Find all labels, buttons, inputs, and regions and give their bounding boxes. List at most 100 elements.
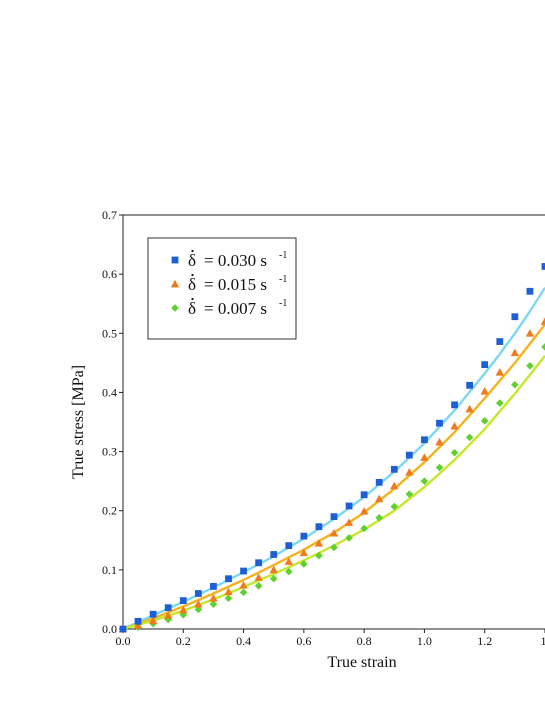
diamond-marker — [254, 582, 263, 590]
triangle-marker — [465, 404, 474, 413]
diamond-marker — [209, 600, 218, 608]
diamond-marker — [526, 362, 534, 370]
square-marker — [225, 575, 232, 583]
legend-square-marker — [171, 256, 179, 264]
triangle-marker — [209, 594, 218, 602]
diamond-marker — [450, 448, 459, 457]
square-marker — [285, 542, 293, 550]
square-marker — [134, 617, 142, 625]
triangle-marker — [239, 581, 248, 589]
square-marker — [179, 597, 187, 605]
diamond-marker — [224, 594, 233, 603]
triangle-marker — [420, 453, 429, 461]
diamond-marker — [345, 534, 353, 542]
square-marker — [300, 532, 308, 540]
square-marker — [421, 436, 428, 444]
triangle-marker — [525, 329, 535, 337]
legend-label: = 0.007 s — [204, 299, 267, 318]
square-marker — [270, 551, 278, 558]
diamond-marker — [239, 588, 248, 597]
diamond-marker — [390, 502, 399, 511]
triangle-marker — [224, 587, 233, 596]
fit-curve-0007 — [122, 355, 545, 631]
diamond-marker — [480, 417, 489, 425]
triangle-marker — [164, 611, 173, 619]
diamond-marker — [495, 399, 504, 407]
legend-dot-accent — [191, 249, 194, 253]
triangle-marker — [329, 528, 339, 537]
y-tick-label: 0.4 — [102, 385, 117, 399]
triangle-marker — [269, 565, 278, 574]
diamond-marker — [330, 543, 338, 552]
fit-curve-0015 — [122, 323, 545, 631]
data-markers — [118, 263, 545, 633]
legend-delta: δ — [188, 299, 196, 318]
y-tick-label: 0.3 — [102, 445, 117, 459]
square-marker — [119, 625, 127, 633]
square-marker — [466, 381, 474, 389]
legend-triangle-marker — [170, 279, 180, 288]
square-marker — [330, 513, 338, 521]
triangle-marker — [284, 557, 293, 565]
triangle-marker — [435, 437, 444, 446]
diamond-marker — [360, 524, 368, 533]
diamond-marker — [405, 490, 414, 498]
triangle-marker — [194, 599, 203, 608]
y-tick-label: 0.6 — [102, 267, 117, 281]
square-marker — [390, 465, 398, 473]
x-tick-label: 0.0 — [116, 634, 131, 648]
y-tick-label: 0.0 — [102, 622, 117, 636]
legend: δ = 0.030 s -1 δ = 0.015 s -1 δ = 0.007 s -1 — [147, 237, 297, 340]
legend-entry: δ = 0.015 s -1 — [188, 273, 287, 294]
square-marker — [149, 610, 157, 618]
x-tick-label: 1.0 — [417, 634, 432, 648]
x-tick-label: 1. — [541, 634, 545, 648]
square-marker — [345, 502, 353, 510]
triangle-marker — [359, 507, 369, 515]
triangle-marker — [495, 368, 504, 376]
triangle-marker — [510, 348, 520, 357]
legend-superscript: -1 — [279, 250, 287, 261]
legend-dot-accent — [191, 297, 194, 301]
legend-box — [147, 237, 297, 340]
y-tick-label: 0.2 — [102, 504, 117, 518]
y-axis-label: True stress [MPa] — [70, 365, 87, 479]
legend-diamond-marker — [171, 304, 179, 312]
legend-superscript: -1 — [279, 298, 287, 309]
triangle-marker — [405, 468, 414, 476]
legend-superscript: -1 — [279, 274, 287, 285]
triangle-marker — [133, 621, 143, 629]
diamond-marker — [511, 380, 519, 389]
axis-labels: True strain True stress [MPa] — [70, 365, 397, 671]
y-tick-label: 0.7 — [102, 208, 117, 222]
triangle-marker — [179, 605, 188, 614]
y-tick-label: 0.1 — [102, 563, 117, 577]
square-marker — [541, 263, 545, 270]
diamond-marker — [465, 433, 474, 442]
triangle-marker — [344, 518, 354, 526]
legend-entry: δ = 0.030 s -1 — [188, 249, 287, 270]
diamond-marker — [284, 567, 293, 576]
square-marker — [511, 313, 519, 321]
diamond-marker — [300, 560, 308, 568]
legend-delta: δ — [188, 275, 196, 294]
square-marker — [405, 451, 413, 459]
triangle-marker — [390, 481, 399, 490]
diamond-marker — [420, 477, 429, 485]
diamond-marker — [375, 514, 384, 522]
triangle-marker — [314, 539, 324, 547]
square-marker — [255, 559, 263, 567]
diamond-marker — [194, 605, 203, 614]
axes: 0.0 0.1 0.2 0.3 0.4 0.5 0.6 0.7 0.0 0.2 0.4 0.6 0.8 1… — [102, 208, 545, 648]
square-marker — [496, 338, 504, 345]
x-tick-label: 0.6 — [296, 634, 311, 648]
triangle-marker — [148, 616, 158, 625]
y-tick-label: 0.5 — [102, 326, 117, 340]
legend-entry: δ = 0.007 s -1 — [188, 297, 287, 318]
diamond-marker — [269, 574, 278, 583]
legend-dot-accent — [191, 273, 194, 277]
triangle-marker — [450, 421, 459, 430]
diamond-marker — [541, 343, 545, 351]
x-axis-label: True strain — [327, 654, 396, 671]
